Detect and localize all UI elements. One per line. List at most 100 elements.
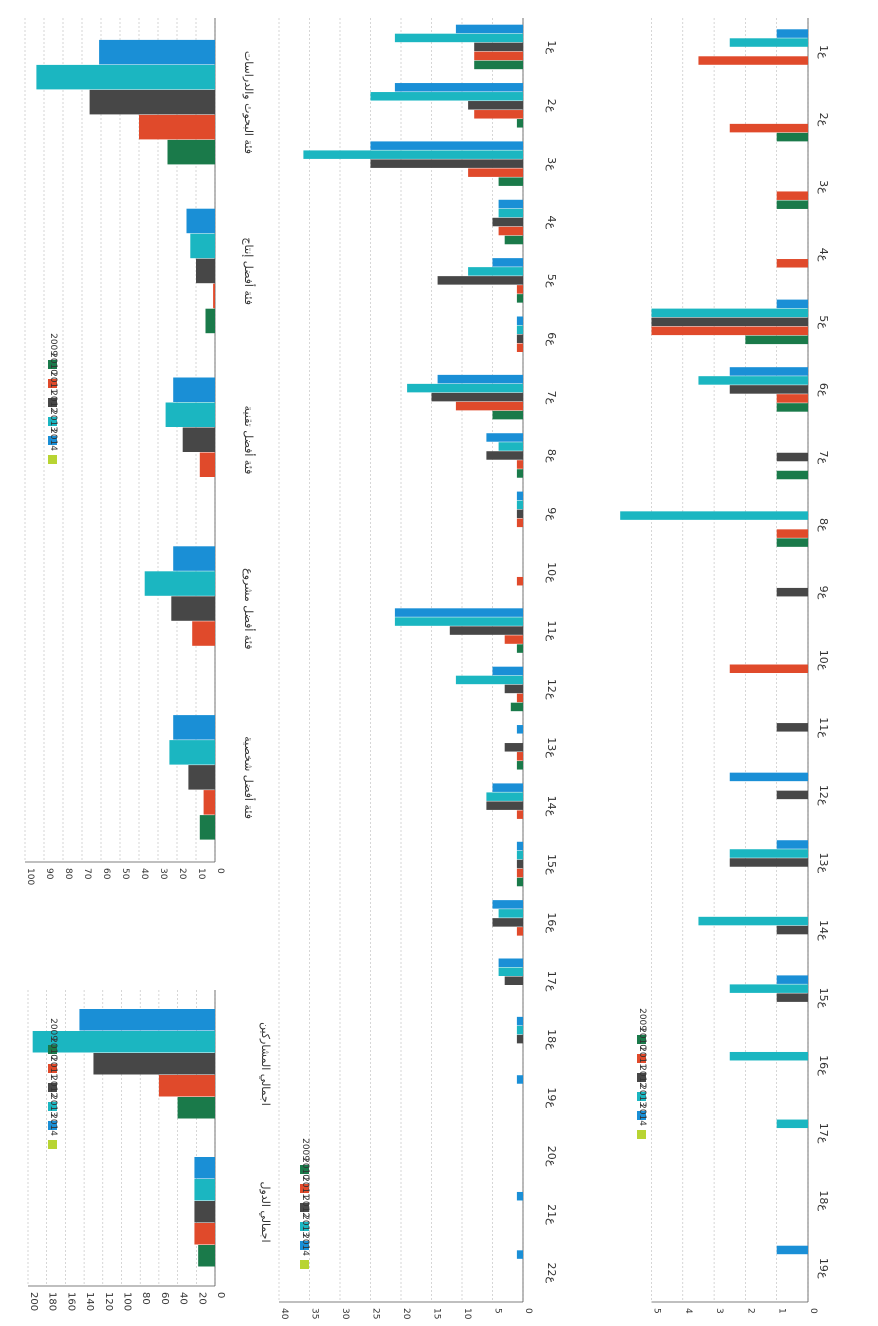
category-label: ع11 [817,717,830,738]
bar-2012 [498,442,523,451]
category-label: فئة البحوث والدراسات [242,51,255,154]
legend-label: 2014 [48,1113,58,1136]
tick-label: 60 [101,868,111,880]
bar-2011 [504,976,523,985]
tick-label: 40 [279,1308,289,1320]
legend-label: 2013 [300,1214,310,1237]
category-label: ع4 [817,248,830,262]
bar-2012 [190,233,215,259]
bar-2010 [776,529,808,538]
bar-2012 [194,1179,215,1201]
legend-swatch [48,1140,57,1149]
bar-2010 [516,927,523,936]
category-label: فئة أفضل مشروع [242,568,256,649]
bar-2012 [729,38,808,47]
bar-2013 [437,374,523,384]
bar-2012 [36,64,216,90]
tick-label: 5 [652,1308,662,1314]
bar-2013 [516,1016,523,1026]
tick-label: 5 [493,1308,503,1314]
bar-2010 [729,123,808,133]
legend-label: 2009 [637,1008,647,1031]
bar-2012 [498,208,523,218]
bar-2011 [776,993,808,1002]
legend-label: 2014 [48,428,58,451]
legend-swatch [48,1102,57,1111]
bar-2013 [729,772,808,782]
bar-2013 [498,958,523,967]
category-label: ع16 [545,912,558,933]
bar-2011 [486,801,523,810]
tick-label: 30 [158,868,168,880]
tick-label: 0 [215,1292,226,1298]
bar-2012 [169,740,215,765]
tick-label: 40 [139,868,149,880]
bar-2010 [516,576,523,586]
category-label: ع3 [545,157,558,171]
tick-label: 100 [25,868,35,885]
bar-2013 [776,840,808,849]
legend-swatch [637,1054,646,1063]
tick-label: 20 [177,868,187,880]
bar-2009 [492,410,523,420]
legend-swatch [48,436,57,445]
bar-2012 [516,1025,523,1035]
bar-2010 [158,1075,215,1097]
category-label: ع9 [817,586,830,600]
tick-label: 40 [178,1292,189,1305]
bar-2012 [165,402,215,427]
bar-2010 [516,343,523,352]
bar-2011 [171,596,215,621]
bar-2010 [139,114,215,140]
bar-2011 [449,626,523,635]
category-label: ع3 [817,180,830,194]
bar-2012 [394,617,523,626]
tick-label: 35 [310,1308,320,1319]
tick-label: 80 [140,1292,151,1305]
bar-2009 [776,200,808,209]
bar-2009 [776,132,808,142]
category-label: فئة أفضل شخصية [242,736,256,819]
category-label: ع9 [545,507,558,521]
bar-2011 [776,790,808,800]
bar-2011 [651,317,808,327]
chart-countries_winners: 0 1 2 3 4 5 ع1 ع2 ع3 ع4 ع5 ع6 ع7 ع8 ع9 ع10 ع11 ع12 ع13 ع14 ع… [620,18,830,1314]
category-label: ع7 [817,450,830,464]
legend-swatch [48,417,57,426]
bar-2013 [194,1157,215,1179]
category-label: ع17 [817,1123,830,1144]
category-label: ع14 [817,920,830,941]
bar-2013 [776,29,808,38]
bar-2012 [468,267,523,276]
category-label: ع13 [545,737,558,758]
tick-label: 10 [196,868,206,880]
tick-label: 20 [401,1308,411,1320]
bar-2011 [516,509,523,519]
category-label: ع22 [545,1263,558,1284]
bar-2010 [516,285,523,294]
bar-2011 [516,1034,523,1044]
category-label: اجمالي الدول [259,1181,272,1242]
bar-2009 [199,815,215,840]
legend-label: 2012 [48,1075,58,1098]
category-label: ع5 [817,315,830,329]
legend-label: 2010 [48,352,58,375]
tick-label: 60 [159,1292,170,1305]
bar-2009 [516,761,523,770]
tick-label: 1 [777,1308,787,1314]
tick-label: 0 [808,1308,818,1314]
bar-2011 [196,258,215,284]
bar-2009 [776,538,808,547]
bar-2011 [504,743,523,752]
category-label: ع7 [545,391,558,405]
legend-swatch [48,398,57,407]
category-label: ع12 [545,679,558,700]
bar-2013 [516,1250,523,1259]
bar-2013 [729,367,808,376]
bar-2012 [516,325,523,334]
bar-2011 [468,101,523,110]
bar-2009 [510,702,523,712]
bar-2013 [516,841,523,851]
tick-label: 50 [120,868,130,880]
